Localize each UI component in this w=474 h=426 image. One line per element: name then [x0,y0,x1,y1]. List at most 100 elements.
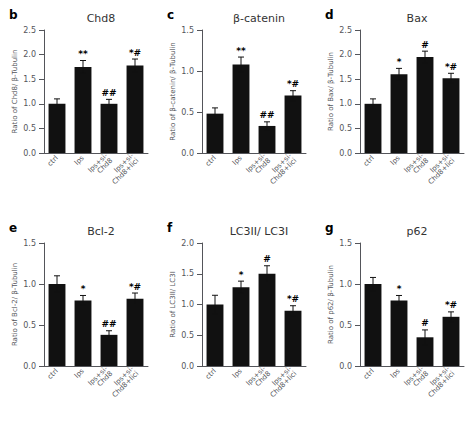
svg-text:b: b [9,8,18,22]
svg-text:2.5: 2.5 [23,26,36,35]
svg-text:*: * [239,270,244,280]
svg-text:lps+si-: lps+si- [428,151,452,175]
svg-text:Ratio of β-catenin/ β-Tubulin: Ratio of β-catenin/ β-Tubulin [169,42,177,141]
svg-text:0.5: 0.5 [23,321,36,330]
svg-text:lps+si-: lps+si- [112,364,136,388]
svg-text:0.5: 0.5 [339,321,352,330]
svg-text:**: ** [236,46,246,56]
svg-text:lps+si-: lps+si- [270,151,294,175]
svg-text:Chd8: Chd8 [412,157,431,176]
svg-text:Bax: Bax [407,12,428,25]
svg-text:ctrl: ctrl [46,154,60,168]
svg-text:#: # [421,318,429,328]
svg-text:Chd8+lici: Chd8+lici [269,370,299,400]
svg-text:*#: *# [129,282,141,292]
svg-text:##: ## [101,88,116,98]
svg-text:0.0: 0.0 [181,149,194,158]
svg-text:lps: lps [73,367,86,380]
svg-text:Chd8: Chd8 [87,12,116,25]
svg-text:*: * [397,284,402,294]
svg-text:Chd8+lici: Chd8+lici [111,370,141,400]
svg-text:ctrl: ctrl [46,367,60,381]
svg-text:1.0: 1.0 [339,280,352,289]
svg-text:Ratio of LC3II/ LC3I: Ratio of LC3II/ LC3I [169,271,177,337]
svg-text:Ratio of p62/ β-Tubulin: Ratio of p62/ β-Tubulin [327,265,335,344]
svg-text:*#: *# [129,48,141,58]
svg-text:lps: lps [73,154,86,167]
svg-text:*: * [81,284,86,294]
svg-text:lps+si-: lps+si- [402,151,426,175]
svg-text:#: # [421,40,429,50]
svg-text:1.0: 1.0 [181,67,194,76]
svg-text:0.0: 0.0 [339,149,352,158]
svg-text:1.5: 1.5 [339,239,352,248]
svg-text:1.5: 1.5 [23,75,36,84]
svg-text:ctrl: ctrl [362,154,376,168]
svg-text:Chd8: Chd8 [254,157,273,176]
svg-text:ctrl: ctrl [204,154,218,168]
svg-text:Chd8: Chd8 [254,370,273,389]
svg-text:0.5: 0.5 [339,124,352,133]
svg-text:lps: lps [389,154,402,167]
svg-text:2.5: 2.5 [339,26,352,35]
svg-text:Chd8: Chd8 [96,370,115,389]
svg-text:d: d [325,8,334,22]
svg-text:lps+si-: lps+si- [244,364,268,388]
svg-text:##: ## [101,319,116,329]
svg-text:2.0: 2.0 [181,239,194,248]
svg-text:1.0: 1.0 [23,280,36,289]
svg-text:e: e [9,221,17,235]
svg-text:β-catenin: β-catenin [233,12,285,25]
svg-text:1.0: 1.0 [339,99,352,108]
svg-text:0.5: 0.5 [181,331,194,340]
svg-text:ctrl: ctrl [362,367,376,381]
svg-text:g: g [325,221,334,235]
svg-text:1.0: 1.0 [23,99,36,108]
svg-text:##: ## [259,110,274,120]
svg-text:#: # [263,254,271,264]
svg-text:1.5: 1.5 [23,239,36,248]
svg-text:Bcl-2: Bcl-2 [87,225,115,238]
svg-text:0.0: 0.0 [23,362,36,371]
svg-text:1.5: 1.5 [181,26,194,35]
svg-text:2.0: 2.0 [339,50,352,59]
svg-text:1.0: 1.0 [181,300,194,309]
svg-text:*#: *# [445,62,457,72]
svg-text:lps+si-: lps+si- [270,364,294,388]
svg-text:Chd8+lici: Chd8+lici [111,157,141,187]
svg-text:1.5: 1.5 [339,75,352,84]
svg-text:lps+si-: lps+si- [112,151,136,175]
svg-text:Ratio of Bcl-2/ β-Tubulin: Ratio of Bcl-2/ β-Tubulin [11,263,19,346]
svg-text:c: c [167,8,174,22]
svg-text:*#: *# [287,294,299,304]
svg-text:lps+si-: lps+si- [402,364,426,388]
svg-text:p62: p62 [407,225,428,238]
svg-text:lps+si-: lps+si- [244,151,268,175]
svg-text:Chd8: Chd8 [412,370,431,389]
svg-text:lps+si-: lps+si- [86,364,110,388]
svg-text:ctrl: ctrl [204,367,218,381]
svg-text:*#: *# [445,300,457,310]
svg-text:Chd8+lici: Chd8+lici [427,157,457,187]
svg-text:lps+si-: lps+si- [86,151,110,175]
svg-text:2.0: 2.0 [23,50,36,59]
svg-text:1.5: 1.5 [181,269,194,278]
svg-text:*: * [397,57,402,67]
svg-text:Ratio of Chd8/ β-Tubulin: Ratio of Chd8/ β-Tubulin [11,50,19,134]
svg-text:lps: lps [389,367,402,380]
svg-text:LC3II/ LC3I: LC3II/ LC3I [230,225,289,238]
svg-text:lps: lps [231,154,244,167]
svg-text:0.0: 0.0 [23,149,36,158]
svg-text:Chd8+lici: Chd8+lici [269,157,299,187]
svg-text:Chd8+lici: Chd8+lici [427,370,457,400]
svg-text:0.5: 0.5 [23,124,36,133]
svg-text:0.0: 0.0 [181,362,194,371]
svg-text:0.0: 0.0 [339,362,352,371]
svg-text:0.5: 0.5 [181,108,194,117]
svg-text:**: ** [78,49,88,59]
svg-text:Ratio of Bax/ β-Tubulin: Ratio of Bax/ β-Tubulin [327,52,335,131]
svg-text:Chd8: Chd8 [96,157,115,176]
svg-text:lps: lps [231,367,244,380]
svg-text:*#: *# [287,79,299,89]
svg-text:f: f [167,221,173,235]
